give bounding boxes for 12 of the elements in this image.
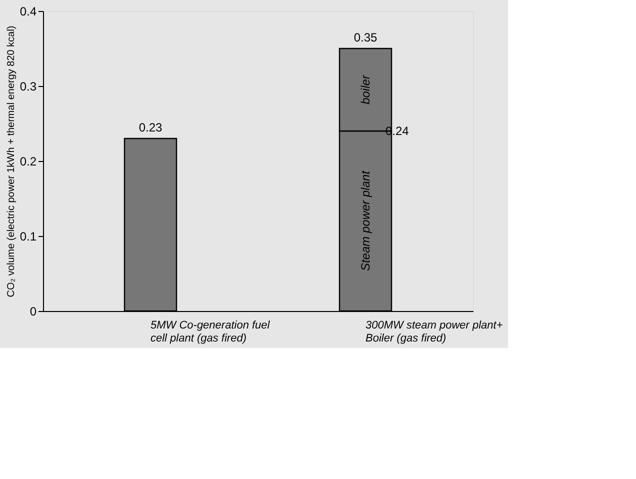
total-label: 0.23 — [138, 120, 162, 134]
y-tick-label: 0 — [30, 304, 37, 318]
y-tick-label: 0.1 — [20, 230, 37, 244]
series-label: boiler — [358, 74, 372, 104]
total-label: 0.35 — [354, 30, 378, 44]
y-tick-label: 0.2 — [20, 154, 37, 168]
y-axis-title: CO₂ volume (electric power 1kWh + thermal energy 820 kcal) — [6, 26, 17, 298]
series-label: Steam power plant — [358, 170, 372, 272]
x-tick-label: 5MW Co-generation fuel cell plant (gas fired) — [150, 320, 270, 344]
y-tick-label: 0.3 — [20, 80, 37, 94]
x-tick-label: 300MW steam power plant+ Boiler (gas fired) — [366, 320, 504, 344]
y-tick-label: 0.4 — [20, 4, 37, 18]
